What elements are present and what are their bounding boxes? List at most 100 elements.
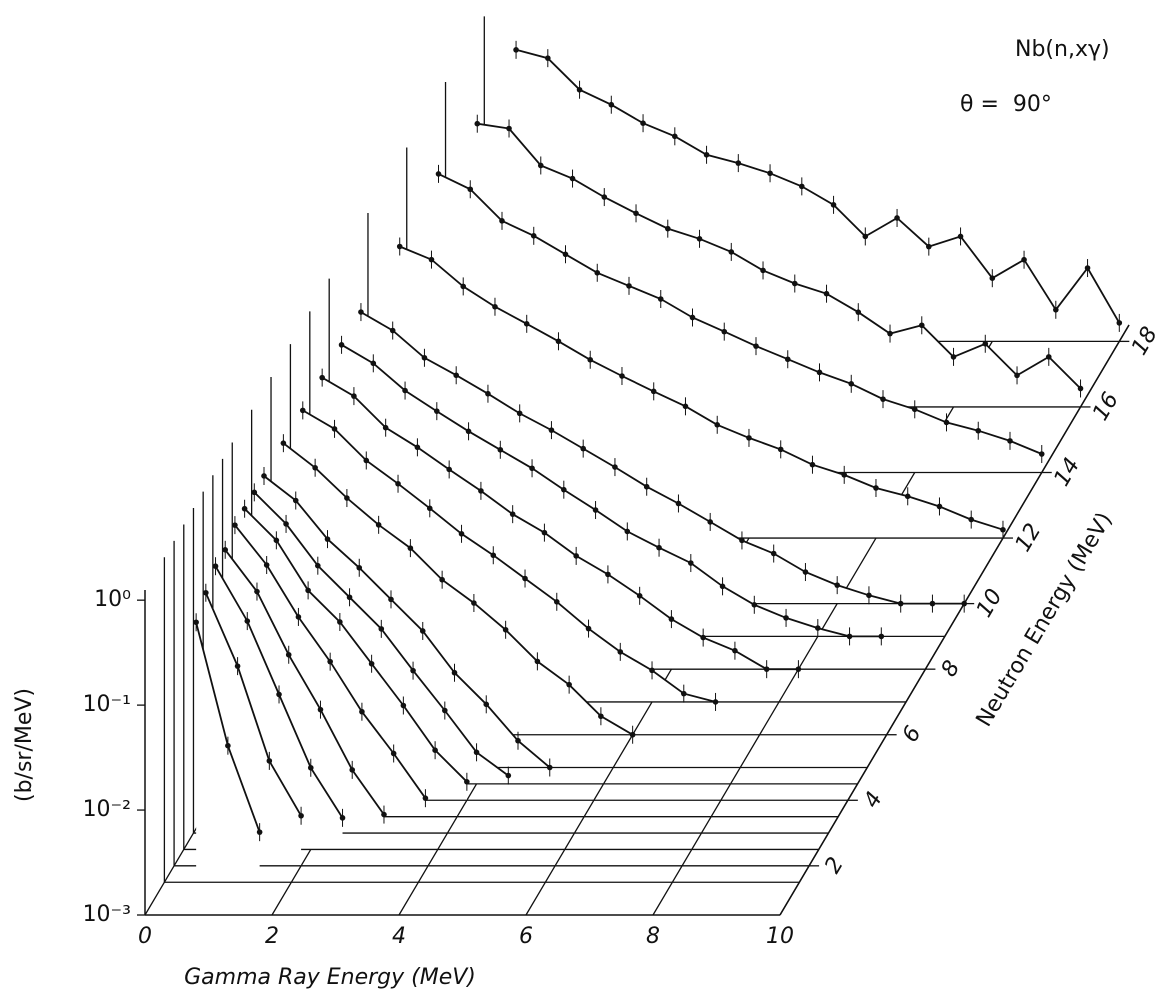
spectrum-line — [204, 592, 302, 817]
data-point — [337, 619, 343, 625]
data-point — [317, 706, 324, 713]
data-point — [732, 647, 738, 654]
z-tick-label: 6 — [898, 722, 927, 747]
data-point — [918, 322, 925, 329]
data-point — [422, 795, 429, 801]
data-point — [523, 321, 530, 327]
data-point — [688, 560, 694, 566]
annotation: Nb(n,xγ) — [1015, 37, 1110, 62]
data-point — [633, 210, 639, 217]
spectrum-line — [321, 376, 799, 671]
data-point — [629, 731, 636, 738]
data-point — [396, 243, 403, 250]
data-point — [656, 544, 662, 551]
data-point — [251, 489, 258, 496]
data-point — [880, 396, 886, 402]
data-point — [530, 233, 537, 239]
data-point — [349, 767, 356, 773]
data-point — [363, 457, 370, 464]
data-point — [672, 133, 678, 140]
data-point — [432, 747, 438, 754]
data-point — [471, 600, 477, 606]
data-point — [368, 660, 375, 667]
data-point — [815, 625, 821, 631]
data-point — [675, 500, 682, 507]
data-point — [1014, 372, 1020, 379]
data-point — [546, 764, 553, 771]
annotation: θ = 90° — [960, 92, 1052, 117]
spectrum-line — [438, 173, 1043, 455]
data-point — [292, 497, 299, 504]
data-point — [1007, 438, 1013, 444]
data-point — [319, 374, 325, 381]
data-point — [344, 495, 350, 501]
y-tick-label: 10⁻³ — [83, 902, 131, 927]
data-point — [668, 616, 675, 622]
data-point — [1053, 306, 1059, 313]
data-point — [650, 388, 657, 395]
data-point — [911, 406, 918, 413]
data-point — [474, 120, 481, 127]
data-point — [446, 466, 452, 473]
data-point — [382, 424, 389, 431]
data-point — [241, 505, 248, 512]
data-point — [244, 618, 251, 624]
data-point — [700, 634, 706, 641]
data-point — [1021, 256, 1027, 263]
data-point — [783, 615, 789, 621]
data-point — [897, 600, 904, 607]
data-point — [1045, 354, 1052, 360]
data-point — [467, 186, 474, 193]
data-point — [295, 614, 302, 620]
data-point — [193, 619, 199, 626]
data-point — [866, 592, 872, 599]
data-point — [346, 594, 353, 601]
data-point — [478, 488, 484, 494]
data-point — [809, 461, 816, 468]
data-point — [657, 296, 664, 302]
data-point — [339, 815, 346, 821]
data-point — [515, 737, 521, 744]
data-point — [601, 194, 608, 200]
data-point — [222, 547, 229, 553]
data-point — [816, 369, 823, 376]
data-point — [338, 342, 345, 348]
data-point — [390, 750, 397, 757]
data-point — [878, 633, 885, 640]
spectrum-line — [224, 549, 385, 816]
data-point — [887, 330, 893, 337]
data-point — [529, 465, 535, 472]
z-tick-label: 12 — [1011, 519, 1047, 556]
data-point — [492, 303, 498, 310]
data-point — [617, 649, 624, 655]
data-point — [453, 372, 459, 379]
data-point — [585, 625, 592, 632]
data-point — [802, 569, 809, 575]
data-point — [407, 545, 414, 551]
spectrum-line — [302, 409, 716, 703]
data-point — [719, 583, 726, 590]
spectrum-line — [243, 508, 468, 783]
spectrum-line — [399, 245, 1004, 531]
data-point — [537, 162, 544, 169]
data-point — [395, 480, 401, 487]
data-point — [612, 464, 618, 470]
data-point — [263, 562, 270, 568]
data-point — [929, 600, 936, 607]
data-point — [410, 667, 416, 674]
data-point — [435, 171, 442, 177]
data-point — [1000, 526, 1006, 533]
data-point — [770, 550, 777, 557]
data-point — [751, 601, 758, 608]
data-point — [957, 233, 964, 240]
data-point — [426, 505, 433, 512]
data-point — [458, 531, 465, 537]
z-tick-label: 16 — [1088, 388, 1124, 425]
data-point — [982, 340, 989, 347]
z-tick-label: 8 — [937, 657, 966, 682]
data-point — [331, 426, 338, 432]
data-point — [664, 225, 671, 232]
data-point — [739, 537, 745, 544]
data-point — [714, 422, 721, 428]
data-point — [626, 283, 632, 289]
